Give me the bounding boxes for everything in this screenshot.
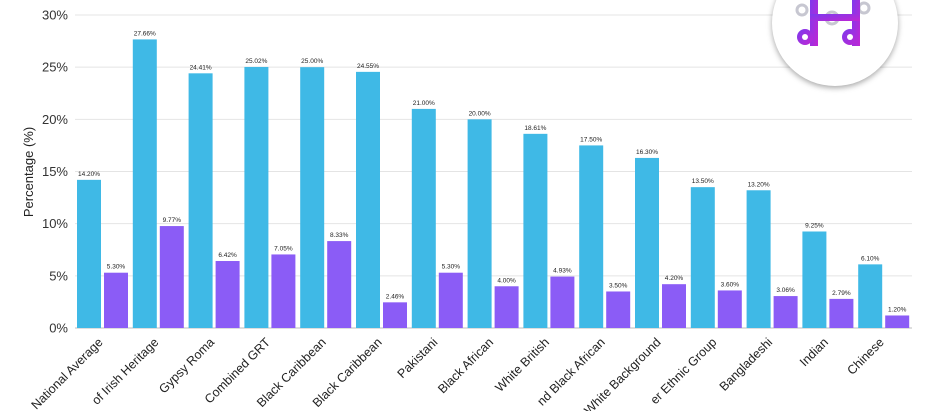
y-tick-label: 25% [42, 60, 68, 75]
data-label: 9.25% [805, 222, 824, 229]
data-label: 16.30% [636, 149, 658, 156]
data-label: 5.30% [107, 264, 126, 271]
data-label: 13.20% [748, 181, 770, 188]
data-label: 18.61% [524, 125, 546, 132]
bar-series [77, 39, 910, 329]
data-label: 8.33% [330, 232, 349, 239]
bar [746, 190, 771, 328]
bar [662, 284, 686, 328]
bar [523, 133, 548, 328]
data-label: 5.30% [442, 264, 461, 271]
data-label: 24.41% [190, 64, 212, 71]
data-label: 27.66% [134, 30, 156, 37]
x-tick-label: White British [493, 335, 553, 395]
data-label: 13.50% [692, 178, 714, 185]
y-tick-label: 0% [49, 321, 68, 336]
gear-logo-icon [795, 0, 871, 46]
bar [411, 108, 436, 329]
bar [356, 71, 380, 328]
y-tick-label: 20% [42, 112, 68, 127]
data-label: 3.50% [609, 282, 628, 289]
bar [717, 290, 742, 328]
x-tick-label: Chinese [844, 335, 886, 377]
bar [77, 179, 101, 328]
y-tick-label: 30% [42, 8, 68, 23]
bar [159, 226, 184, 328]
bar [494, 286, 519, 328]
data-label: 17.50% [580, 136, 602, 143]
bar [271, 254, 296, 328]
x-tick-label: Bangladeshi [717, 335, 776, 394]
bar [635, 157, 659, 328]
y-axis: 0% 5% 10% 15% 20% 25% 30% [42, 8, 68, 336]
data-label: 7.05% [274, 245, 293, 252]
x-tick-label: Black African [435, 335, 496, 396]
data-label: 21.00% [413, 100, 435, 107]
y-tick-label: 10% [42, 216, 68, 231]
bar [690, 187, 715, 328]
bar [300, 67, 325, 329]
data-label: 14.20% [78, 171, 100, 178]
bar [579, 145, 604, 328]
data-label: 2.46% [386, 293, 405, 300]
gridlines [75, 14, 912, 329]
bar [383, 302, 407, 328]
data-label: 25.00% [301, 58, 323, 65]
bar [550, 276, 575, 328]
bar [327, 241, 352, 328]
bar [829, 298, 854, 328]
data-label: 6.42% [218, 252, 237, 259]
y-axis-title: Percentage (%) [21, 127, 36, 217]
data-label: 24.55% [357, 63, 379, 70]
bar [885, 315, 910, 328]
y-tick-label: 5% [49, 268, 68, 283]
data-label: 3.60% [721, 281, 740, 288]
y-tick-label: 15% [42, 164, 68, 179]
bar [188, 73, 213, 329]
bar [244, 66, 269, 328]
bar [104, 272, 128, 328]
bar [132, 39, 157, 328]
bar [858, 264, 883, 328]
data-label: 20.00% [469, 110, 491, 117]
bar [802, 231, 827, 328]
bar [467, 119, 492, 328]
x-tick-label: Pakistani [395, 335, 441, 381]
bar [773, 296, 798, 328]
data-label: 6.10% [861, 255, 880, 262]
data-label: 4.20% [665, 275, 684, 282]
x-tick-label: Gypsy Roma [156, 335, 217, 396]
data-labels: 14.20% 5.30% 27.66% 9.77% 24.41% 6.42% 25.02% 7… [78, 30, 907, 313]
data-label: 4.00% [497, 277, 516, 284]
bar [438, 272, 463, 328]
data-label: 4.93% [553, 268, 572, 275]
data-label: 1.20% [888, 306, 907, 313]
data-label: 25.02% [245, 58, 267, 65]
data-label: 2.79% [832, 290, 851, 297]
x-tick-label: Indian [797, 335, 831, 369]
bar [215, 261, 240, 328]
data-label: 3.06% [776, 287, 795, 294]
bar [606, 291, 631, 328]
data-label: 9.77% [163, 217, 182, 224]
